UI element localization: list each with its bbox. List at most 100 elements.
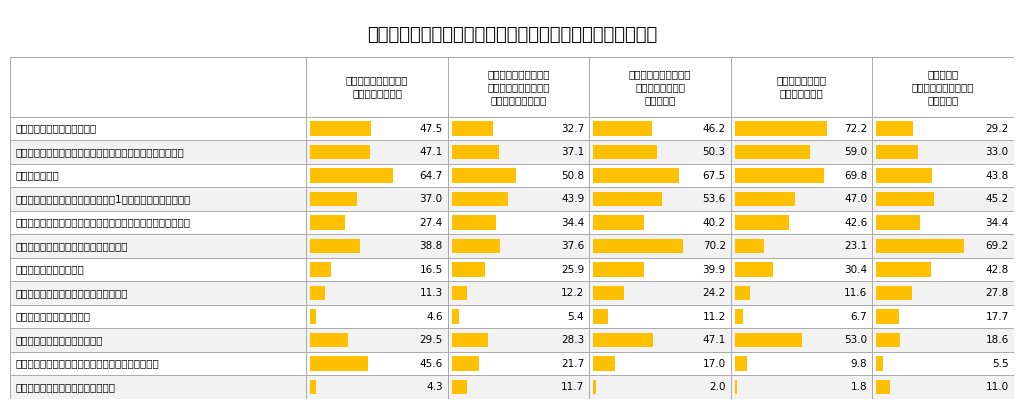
Bar [452, 356, 479, 371]
Text: 59.0: 59.0 [844, 147, 867, 157]
Bar [593, 380, 596, 394]
Text: 47.1: 47.1 [702, 335, 726, 345]
Text: この時期は見ていない／該当しない: この時期は見ていない／該当しない [15, 382, 116, 392]
Text: 11.3: 11.3 [420, 288, 442, 298]
Bar [877, 380, 890, 394]
Text: 女性活用、多様性への配慮: 女性活用、多様性への配慮 [15, 312, 90, 322]
Text: 17.0: 17.0 [702, 359, 726, 369]
Bar [452, 380, 467, 394]
Text: 6.7: 6.7 [851, 312, 867, 322]
Bar [735, 286, 750, 300]
Text: インターンシップ等に
応募・参加する時: インターンシップ等に 応募・参加する時 [346, 75, 409, 98]
Text: 11.7: 11.7 [561, 382, 585, 392]
Text: 64.7: 64.7 [420, 171, 442, 181]
Bar [452, 192, 508, 206]
Text: 53.0: 53.0 [844, 335, 867, 345]
Text: 11.0: 11.0 [986, 382, 1009, 392]
Bar [735, 215, 790, 230]
Bar [593, 145, 657, 160]
Text: 34.4: 34.4 [561, 218, 585, 228]
Text: 11.6: 11.6 [844, 288, 867, 298]
Bar [10, 164, 1014, 187]
Bar [310, 192, 357, 206]
Bar [593, 192, 662, 206]
Bar [310, 239, 359, 254]
Bar [10, 328, 1014, 352]
Bar [310, 168, 392, 183]
Text: 採用コンセプト、求める人物像: 採用コンセプト、求める人物像 [15, 335, 102, 345]
Text: 23.1: 23.1 [844, 241, 867, 251]
Text: 待遇、福利厚生、ワークライフバランス: 待遇、福利厚生、ワークライフバランス [15, 241, 128, 251]
Text: 5.4: 5.4 [567, 312, 585, 322]
Bar [735, 168, 823, 183]
Bar [452, 168, 516, 183]
Bar [593, 309, 607, 324]
Bar [452, 262, 484, 277]
Bar [10, 211, 1014, 234]
Bar [10, 305, 1014, 328]
Bar [452, 309, 459, 324]
Text: 採用ホームページでよく閲覧したコンテンツ（フェーズ別）: 採用ホームページでよく閲覧したコンテンツ（フェーズ別） [367, 26, 657, 44]
Bar [452, 215, 496, 230]
Bar [735, 333, 802, 348]
Bar [593, 168, 679, 183]
Bar [10, 281, 1014, 305]
Bar [593, 239, 683, 254]
Text: 69.8: 69.8 [844, 171, 867, 181]
Text: 70.2: 70.2 [702, 241, 726, 251]
Bar [10, 140, 1014, 164]
Text: エントリーや本選考に
応募するかどうか
判断する時: エントリーや本選考に 応募するかどうか 判断する時 [629, 69, 691, 105]
Bar [593, 333, 653, 348]
Bar [877, 168, 932, 183]
Bar [877, 262, 931, 277]
Bar [10, 117, 1014, 140]
Text: 就職先企業
（内定承諾・辞退）を
判断する時: 就職先企業 （内定承諾・辞退）を 判断する時 [911, 69, 974, 105]
Text: 30.4: 30.4 [844, 265, 867, 275]
Bar [593, 262, 644, 277]
Text: 社員紹介（社員紹介、座談会・対談、社員のオフタイムなど）: 社員紹介（社員紹介、座談会・対談、社員のオフタイムなど） [15, 218, 190, 228]
Bar [310, 121, 371, 136]
Text: 38.8: 38.8 [420, 241, 442, 251]
Text: エントリーシート
作成時や面接前: エントリーシート 作成時や面接前 [776, 75, 826, 98]
Bar [735, 239, 764, 254]
Text: 24.2: 24.2 [702, 288, 726, 298]
Bar [877, 215, 921, 230]
Bar [593, 356, 615, 371]
Bar [452, 239, 500, 254]
Text: 45.2: 45.2 [985, 194, 1009, 204]
Text: キャリアパス、研修制度: キャリアパス、研修制度 [15, 265, 84, 275]
Text: 21.7: 21.7 [561, 359, 585, 369]
Text: 33.0: 33.0 [986, 147, 1009, 157]
Text: 72.2: 72.2 [844, 124, 867, 133]
Text: 47.5: 47.5 [420, 124, 442, 133]
Bar [593, 121, 652, 136]
Text: 4.6: 4.6 [426, 312, 442, 322]
Text: 32.7: 32.7 [561, 124, 585, 133]
Bar [735, 262, 773, 277]
Text: 67.5: 67.5 [702, 171, 726, 181]
Bar [310, 333, 348, 348]
Text: 9.8: 9.8 [851, 359, 867, 369]
Text: 42.8: 42.8 [985, 265, 1009, 275]
Text: 12.2: 12.2 [561, 288, 585, 298]
Bar [593, 286, 624, 300]
Bar [310, 356, 369, 371]
Text: 1.8: 1.8 [851, 382, 867, 392]
Text: 会社概要（資本金、支社、グループ企業、沿革、歴史など）: 会社概要（資本金、支社、グループ企業、沿革、歴史など） [15, 147, 184, 157]
Text: 27.4: 27.4 [420, 218, 442, 228]
Bar [877, 192, 934, 206]
Text: 11.2: 11.2 [702, 312, 726, 322]
Bar [310, 145, 371, 160]
Text: 18.6: 18.6 [985, 335, 1009, 345]
Text: 40.2: 40.2 [702, 218, 726, 228]
Bar [735, 356, 748, 371]
Bar [735, 192, 795, 206]
Bar [452, 145, 499, 160]
Bar [310, 262, 332, 277]
Text: 37.0: 37.0 [420, 194, 442, 204]
Text: 34.4: 34.4 [985, 218, 1009, 228]
Text: 47.1: 47.1 [420, 147, 442, 157]
Text: 50.8: 50.8 [561, 171, 585, 181]
Bar [310, 309, 316, 324]
Text: 29.2: 29.2 [985, 124, 1009, 133]
